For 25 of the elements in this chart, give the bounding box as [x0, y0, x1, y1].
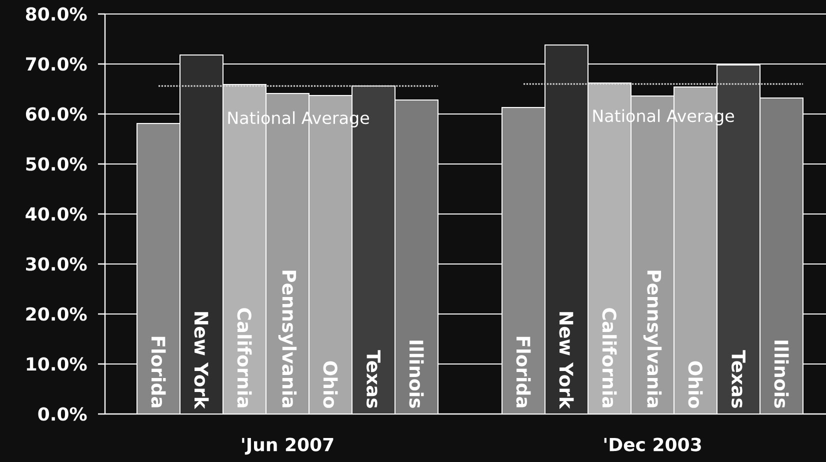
y-tick-label: 80.0% — [26, 7, 87, 21]
y-tick-label: 30.0% — [26, 257, 87, 271]
text: Texas — [732, 350, 746, 408]
series-label: Florida — [151, 336, 166, 408]
series-label: New York — [194, 312, 209, 410]
text: Pennsylvania — [643, 270, 662, 408]
text: Illinois — [774, 340, 789, 408]
y-tick-label: 60.0% — [26, 107, 87, 121]
text: Florida — [516, 336, 531, 408]
series-label: California — [237, 308, 252, 408]
y-tick-label: 70.0% — [26, 57, 87, 71]
text: Ohio — [688, 361, 703, 408]
x-tick-label: 'Dec 2003 — [604, 438, 701, 452]
x-tick-label: 'Jun 2007 — [242, 438, 334, 455]
series-label: Pennsylvania — [278, 270, 297, 408]
y-tick-label: 0.0% — [38, 407, 87, 421]
y-tick-label: 10.0% — [26, 357, 87, 371]
series-label: Texas — [366, 350, 380, 408]
y-tick-label: 40.0% — [26, 207, 87, 221]
series-label: Illinois — [409, 340, 424, 408]
series-label: Ohio — [323, 361, 338, 408]
y-tick-label: 50.0% — [26, 157, 87, 171]
text: California — [602, 308, 617, 408]
text: New York — [559, 312, 574, 410]
y-tick-label: 20.0% — [26, 307, 87, 321]
